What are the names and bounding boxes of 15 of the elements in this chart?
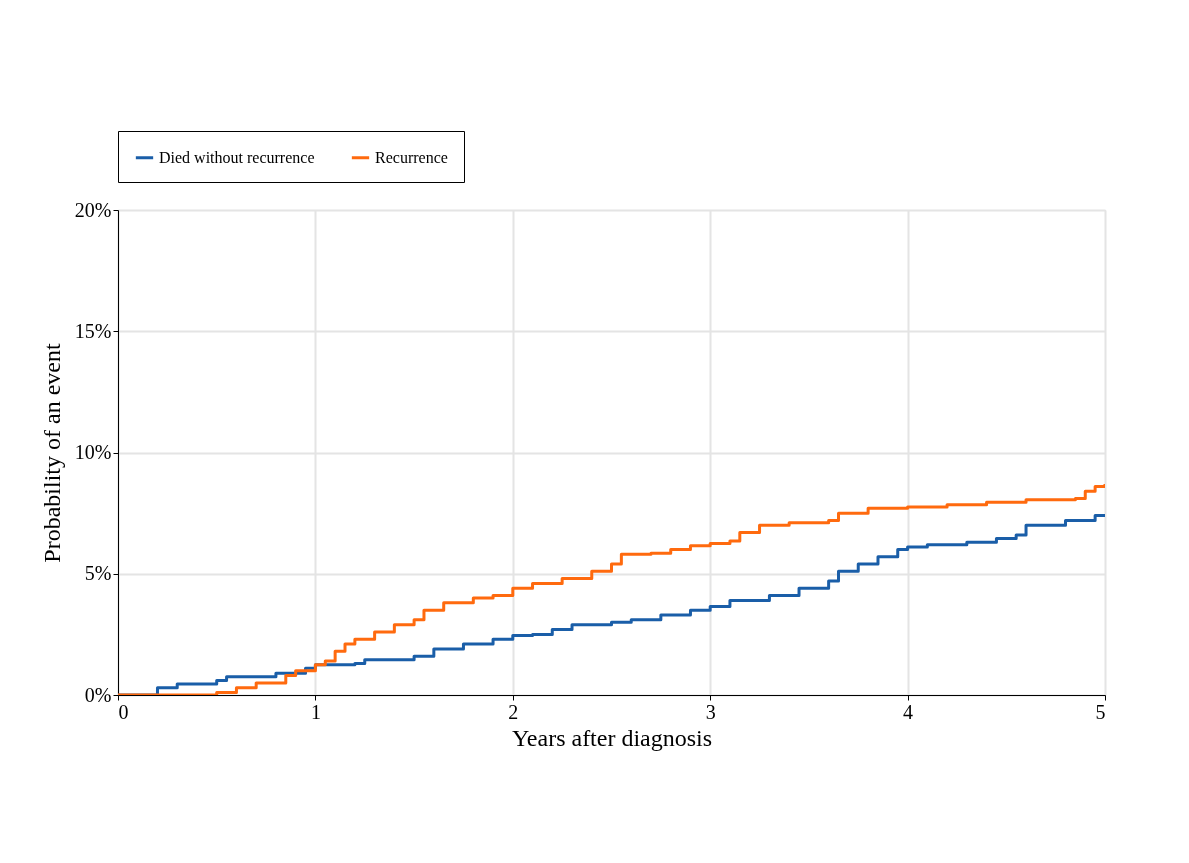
y-tick-label: 20% <box>74 198 112 221</box>
x-tick-label: 1 <box>310 700 321 723</box>
x-axis-title: Years after diagnosis <box>511 724 713 751</box>
y-tick-label: 10% <box>74 441 112 463</box>
legend-label: Died without recurrence <box>159 148 315 166</box>
x-tick-label: 4 <box>903 700 914 723</box>
y-tick-label: 5% <box>84 562 112 585</box>
y-tick-label: 0% <box>84 683 112 706</box>
x-tick-label: 5 <box>1095 700 1106 723</box>
x-tick-label: 3 <box>705 700 716 723</box>
x-tick-label: 2 <box>508 700 519 723</box>
y-axis-title: Probability of an event <box>38 343 65 563</box>
y-tick-label: 15% <box>74 319 112 342</box>
x-tick-label: 0 <box>118 700 129 723</box>
legend-label: Recurrence <box>375 148 448 166</box>
